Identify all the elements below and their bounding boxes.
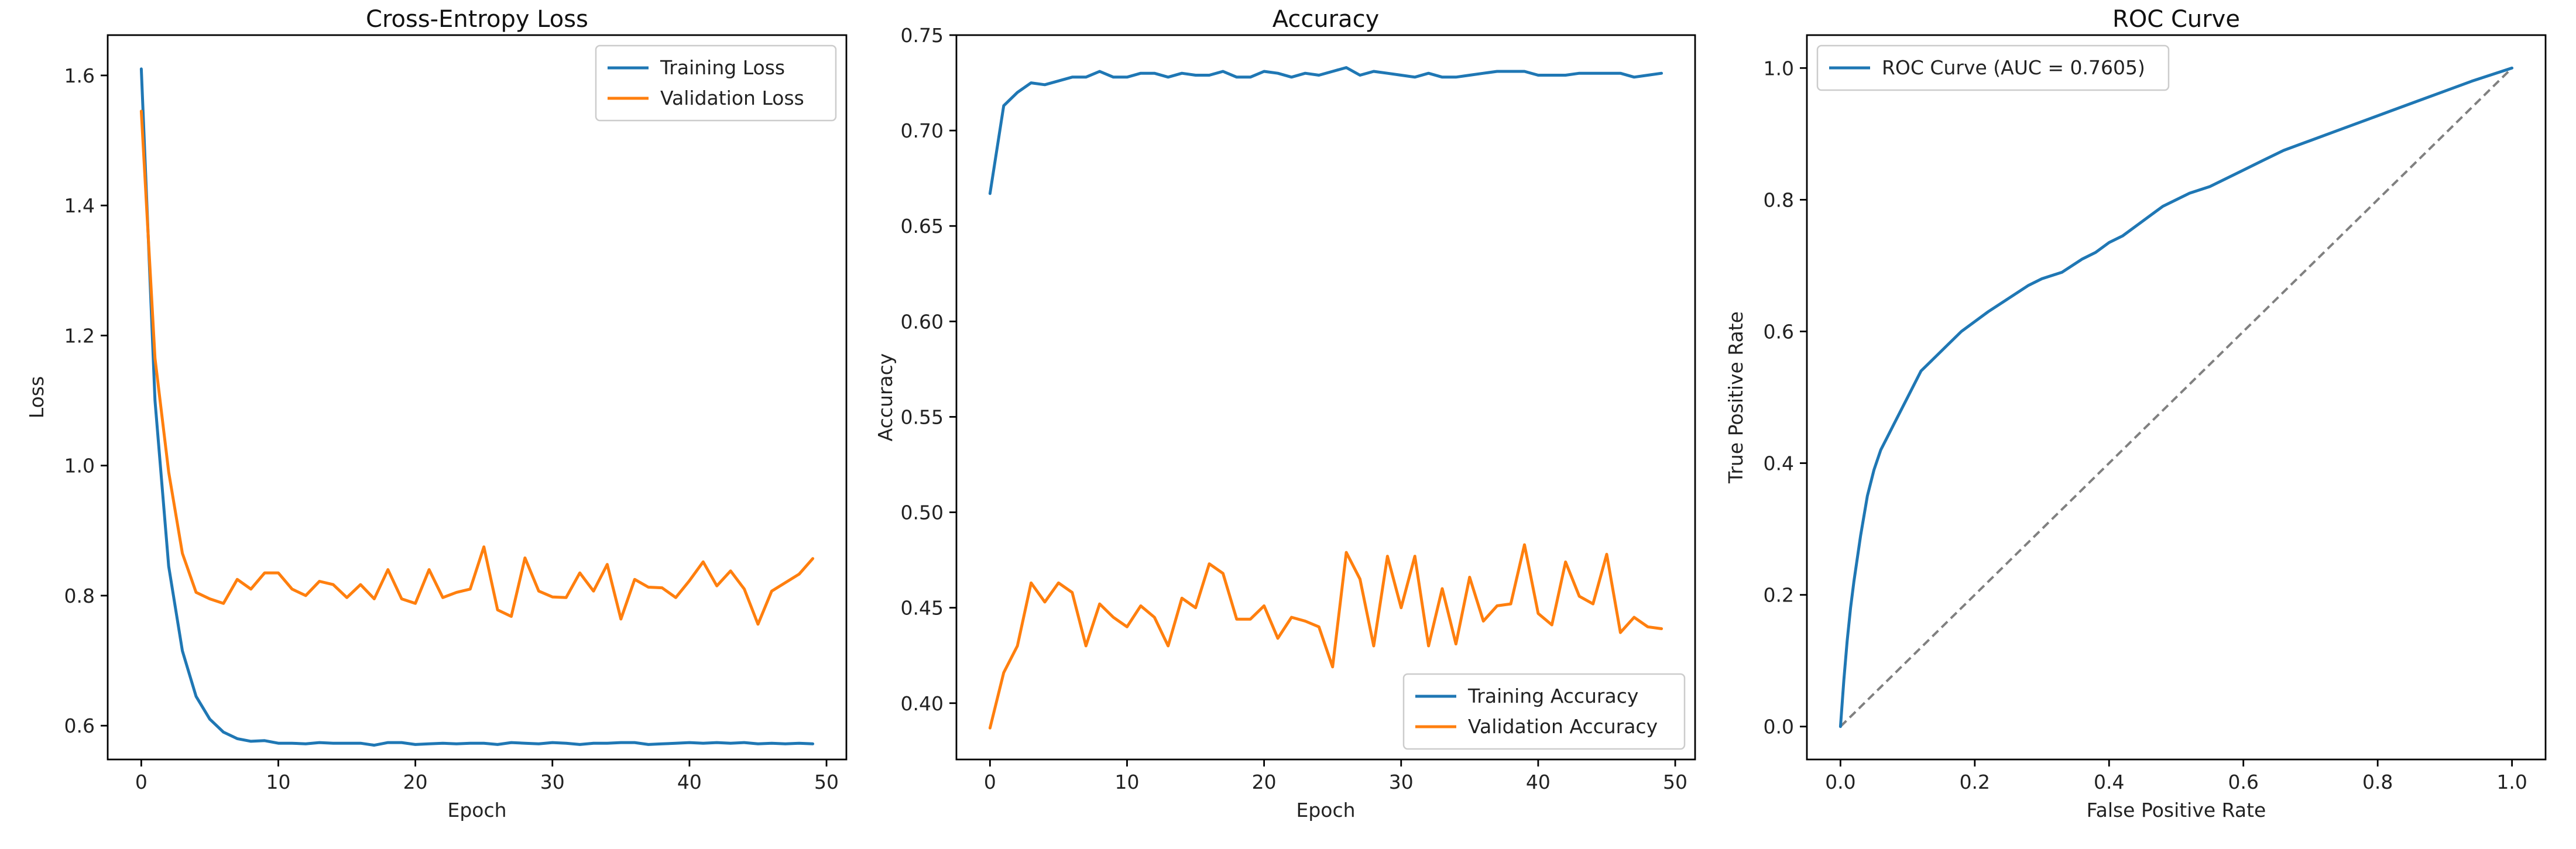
chart2-ylabel: True Positive Rate (1724, 311, 1747, 484)
chart0-xtick-label: 10 (266, 771, 291, 793)
chart2-title: ROC Curve (2112, 6, 2240, 33)
chart2-xlabel: False Positive Rate (2087, 799, 2266, 821)
chart2-series-roc-curve-auc-0-7605 (1838, 66, 2514, 728)
chart0-xtick-label: 50 (814, 771, 839, 793)
chart2-xtick-label: 1.0 (2496, 771, 2527, 793)
chart2-ytick-label: 0.8 (1764, 188, 1794, 211)
chart1-legend-label: Training Accuracy (1467, 685, 1638, 707)
chart0-legend-box (595, 44, 837, 122)
chart1-legend: Training Accuracy Validation Accuracy (1402, 673, 1686, 750)
roc-chart: ROC Curve 0.0 0.2 0.4 0.6 0.8 1.0 0.0 0.2 0.4 0.6 0… (1724, 6, 2547, 821)
chart2-legend: ROC Curve (AUC = 0.7605) (1816, 44, 2170, 91)
chart0-legend-label: Validation Loss (660, 87, 804, 109)
chart0-xtick-label: 20 (403, 771, 428, 793)
chart2-xtick-label: 0.4 (2094, 771, 2124, 793)
chart2-xtick-label: 0.6 (2228, 771, 2258, 793)
chart2-ytick-label: 0.4 (1764, 452, 1794, 475)
chart1-ytick-label: 0.40 (901, 692, 944, 715)
chart0-series-training-loss (139, 67, 815, 747)
chart2-ytick-label: 0.0 (1764, 716, 1794, 738)
chart2-ytick-label: 0.2 (1764, 584, 1794, 607)
chart0-ylabel: Loss (25, 376, 48, 418)
accuracy-chart: Accuracy 0 10 20 30 40 50 0.40 0.45 0.50 0.55 0.60 0… (874, 6, 1696, 821)
chart1-xtick-label: 30 (1389, 771, 1414, 793)
chart0-ytick-label: 0.8 (64, 585, 95, 607)
chart1-ytick-label: 0.75 (901, 24, 944, 47)
chart1-legend-label: Validation Accuracy (1468, 715, 1658, 738)
chart0-legend-label: Training Loss (660, 56, 785, 79)
loss-chart: Cross-Entropy Loss 0 10 20 30 40 50 0.6 0.8 1.0 1.… (25, 6, 848, 821)
chart2-legend-box (1816, 44, 2170, 91)
chart1-ytick-label: 0.70 (901, 119, 944, 142)
chart1-legend-box (1402, 673, 1686, 750)
chart2-legend-label: ROC Curve (AUC = 0.7605) (1882, 56, 2145, 79)
chart0-xtick-label: 0 (135, 771, 148, 793)
chart2-xtick-label: 0.8 (2362, 771, 2393, 793)
chart1-ytick-label: 0.60 (901, 310, 944, 333)
chart2-axes-frame (1806, 34, 2547, 761)
chart0-xlabel: Epoch (447, 799, 506, 821)
chart1-series-validation-accuracy (988, 543, 1663, 730)
chart0-xtick-label: 30 (540, 771, 565, 793)
chart0-axes-frame (107, 34, 848, 761)
chart1-xtick-label: 40 (1526, 771, 1551, 793)
chart1-xtick-label: 50 (1663, 771, 1687, 793)
chart0-ytick-label: 1.4 (64, 194, 95, 217)
chart0-ytick-label: 1.0 (64, 455, 95, 477)
chart1-xtick-label: 20 (1252, 771, 1277, 793)
chart1-ytick-label: 0.65 (901, 215, 944, 238)
chart2-ytick-label: 0.6 (1764, 320, 1794, 343)
chart2-reference-diagonal (1839, 67, 2513, 728)
chart1-series-training-accuracy (988, 66, 1663, 195)
chart1-xtick-label: 0 (984, 771, 996, 793)
chart0-xtick-label: 40 (677, 771, 702, 793)
chart2-xtick-label: 0.0 (1825, 771, 1855, 793)
chart0-title: Cross-Entropy Loss (366, 6, 588, 33)
chart0-series-validation-loss (139, 109, 815, 626)
chart2-ytick-label: 1.0 (1764, 57, 1794, 80)
chart1-xlabel: Epoch (1296, 799, 1355, 821)
chart1-ytick-label: 0.55 (901, 405, 944, 428)
chart0-ytick-label: 0.6 (64, 714, 95, 737)
chart1-title: Accuracy (1272, 6, 1380, 33)
chart1-ytick-label: 0.50 (901, 501, 944, 524)
chart1-xtick-label: 10 (1115, 771, 1140, 793)
chart0-ytick-label: 1.6 (64, 64, 95, 87)
chart1-ytick-label: 0.45 (901, 597, 944, 620)
chart1-ylabel: Accuracy (874, 353, 897, 442)
chart0-ytick-label: 1.2 (64, 324, 95, 347)
chart2-xtick-label: 0.2 (1960, 771, 1990, 793)
chart0-legend: Training Loss Validation Loss (595, 44, 837, 122)
chart1-axes-frame (955, 34, 1696, 761)
